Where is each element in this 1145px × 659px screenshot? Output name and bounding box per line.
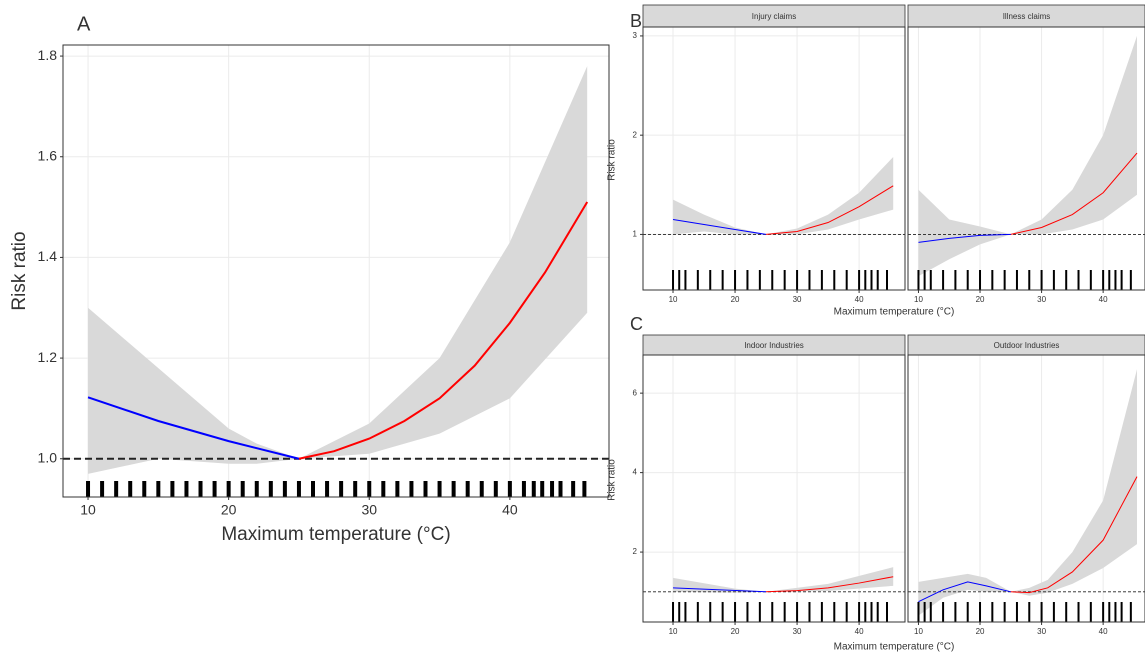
x-tick-label: 20	[731, 627, 740, 636]
x-tick-label: 10	[914, 627, 923, 636]
y-tick-label: 6	[633, 388, 638, 397]
y-tick-label: 2	[633, 130, 638, 139]
x-tick-label: 20	[221, 502, 237, 518]
panel-letter: C	[630, 314, 643, 334]
plot-area	[908, 369, 1145, 622]
x-tick-label: 20	[976, 627, 985, 636]
panel-letter: A	[77, 13, 91, 35]
plot-frame	[62, 44, 610, 498]
confidence-band	[673, 157, 894, 235]
strip-title: Injury claims	[752, 12, 796, 21]
x-tick-label: 40	[1099, 295, 1108, 304]
strip-title: Indoor Industries	[744, 341, 804, 350]
curve	[87, 396, 300, 460]
y-tick-label: 1.6	[38, 147, 58, 163]
panel: Outdoor Industries 10 20 30 40	[907, 334, 1145, 636]
plot-frame	[907, 26, 1145, 291]
x-tick-label: 10	[669, 627, 678, 636]
y-tick-label: 1.8	[38, 47, 58, 63]
y-tick-label: 2	[633, 547, 638, 556]
x-axis-label: Maximum temperature (°C)	[221, 524, 450, 545]
plot-area	[63, 66, 609, 497]
panel: 10 20 30 40 1.0 1.2 1.4 1.6 1.8 Maximum temperatu…	[9, 44, 610, 545]
plot-frame	[907, 354, 1145, 623]
confidence-band	[918, 35, 1137, 277]
curve	[766, 576, 894, 593]
curve	[766, 185, 894, 235]
curve	[1010, 476, 1138, 594]
confidence-band	[918, 369, 1137, 616]
x-tick-label: 10	[914, 295, 923, 304]
y-tick-label: 1.4	[38, 248, 58, 264]
y-tick-label: 3	[633, 31, 638, 40]
panel-letter: B	[630, 11, 642, 31]
panel: Illness claims 10 20 30 40	[907, 4, 1145, 304]
x-tick-label: 30	[1037, 627, 1046, 636]
y-tick-label: 1	[633, 230, 638, 239]
y-axis-label: Risk ratio	[607, 139, 618, 181]
plot-area	[643, 157, 905, 290]
curve	[672, 219, 767, 235]
x-tick-label: 30	[1037, 295, 1046, 304]
x-axis-label: Maximum temperature (°C)	[834, 307, 955, 318]
x-tick-label: 20	[976, 295, 985, 304]
curve	[672, 587, 767, 593]
curve	[298, 201, 589, 460]
x-tick-label: 20	[731, 295, 740, 304]
plot-area	[908, 35, 1145, 290]
panel: Indoor Industries 10 20 30 40 2 4 6	[633, 334, 906, 636]
x-tick-label: 40	[855, 627, 864, 636]
y-tick-label: 1.2	[38, 349, 58, 365]
x-tick-label: 40	[855, 295, 864, 304]
y-axis-label: Risk ratio	[607, 459, 618, 501]
panel: Injury claims 10 20 30 40 1 2 3	[633, 4, 906, 304]
x-tick-label: 10	[669, 295, 678, 304]
curve	[918, 233, 1011, 243]
plot-area	[643, 567, 905, 622]
confidence-band	[88, 66, 588, 474]
y-axis-label: Risk ratio	[9, 231, 30, 310]
y-tick-label: 1.0	[38, 449, 58, 465]
x-axis-label: Maximum temperature (°C)	[834, 642, 955, 653]
x-tick-label: 10	[80, 502, 96, 518]
strip-title: Outdoor Industries	[994, 341, 1060, 350]
x-tick-label: 30	[793, 627, 802, 636]
x-tick-label: 30	[793, 295, 802, 304]
x-tick-label: 40	[1099, 627, 1108, 636]
plot-frame	[642, 354, 906, 623]
plot-frame	[642, 26, 906, 291]
x-tick-label: 40	[502, 502, 518, 518]
x-tick-label: 30	[361, 502, 377, 518]
y-tick-label: 4	[633, 468, 638, 477]
curve	[1010, 152, 1138, 235]
curve	[918, 581, 1011, 603]
strip-title: Illness claims	[1003, 12, 1051, 21]
